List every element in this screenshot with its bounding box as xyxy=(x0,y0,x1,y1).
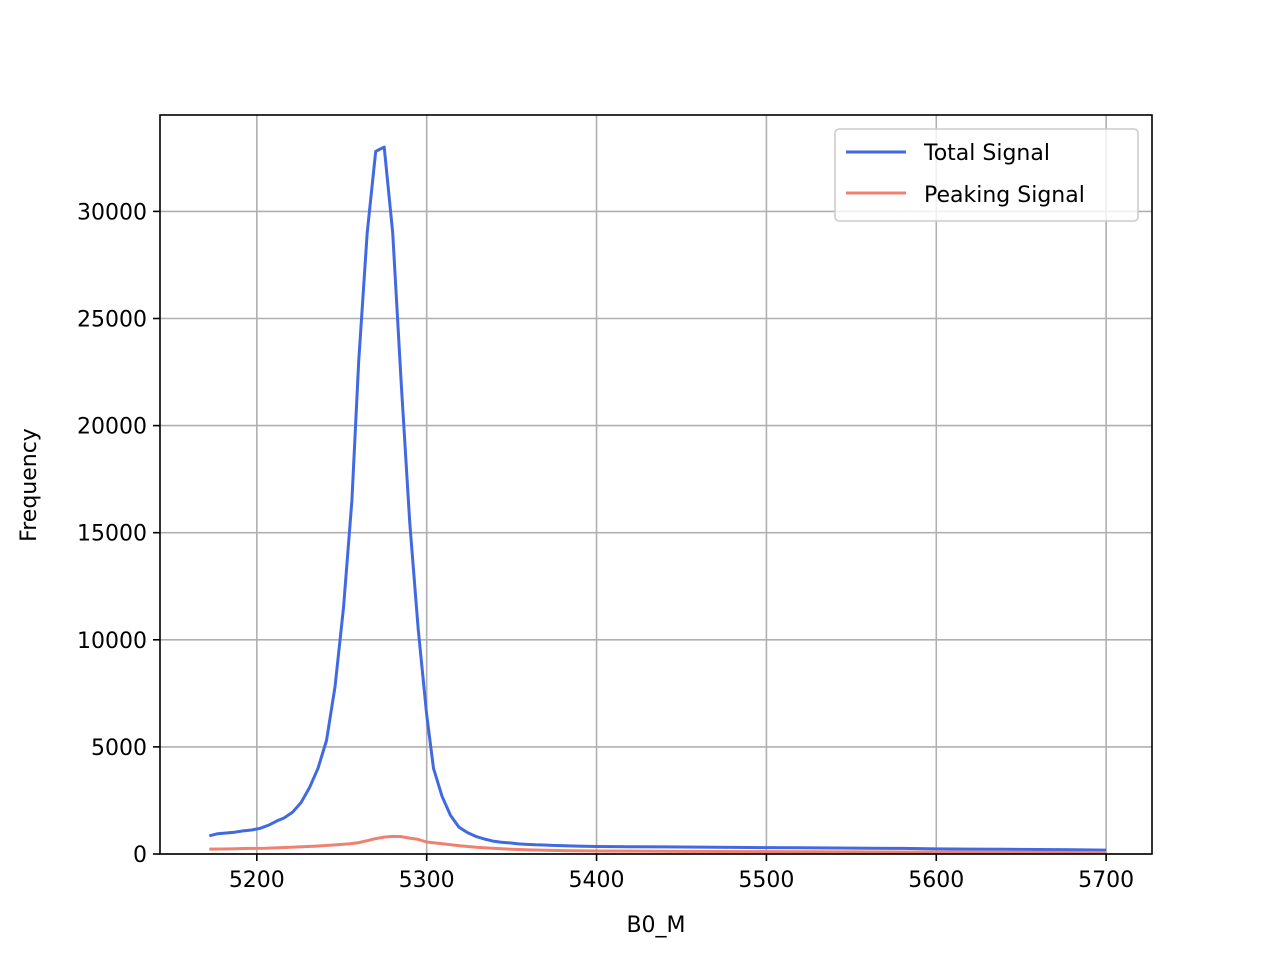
y-axis-ticks: 0 5000 10000 15000 20000 25000 30000 xyxy=(77,200,160,868)
x-tick-label: 5300 xyxy=(399,868,455,893)
series-layer xyxy=(208,145,1107,854)
x-tick-label: 5200 xyxy=(229,868,285,893)
x-axis-label: B0_M xyxy=(626,913,685,938)
x-tick-label: 5400 xyxy=(569,868,625,893)
legend-label-total-signal: Total Signal xyxy=(923,141,1050,166)
y-axis-label: Frequency xyxy=(17,428,42,542)
series-line-total-signal xyxy=(208,145,1107,852)
x-axis-ticks: 5200 5300 5400 5500 5600 5700 xyxy=(229,854,1134,893)
y-tick-label: 0 xyxy=(133,843,147,868)
y-tick-label: 20000 xyxy=(77,415,147,440)
plot-frame xyxy=(159,114,1153,855)
y-tick-label: 25000 xyxy=(77,307,147,332)
x-tick-label: 5600 xyxy=(908,868,964,893)
y-tick-label: 10000 xyxy=(77,629,147,654)
y-tick-label: 5000 xyxy=(91,736,147,761)
x-tick-label: 5500 xyxy=(738,868,794,893)
y-tick-label: 30000 xyxy=(77,200,147,225)
y-tick-label: 15000 xyxy=(77,522,147,547)
legend-box xyxy=(834,128,1139,222)
x-tick-label: 5700 xyxy=(1078,868,1134,893)
plot-area xyxy=(160,115,1152,854)
series-line-peaking-signal xyxy=(209,834,1107,854)
legend: Total Signal Peaking Signal xyxy=(834,128,1139,222)
legend-label-peaking-signal: Peaking Signal xyxy=(924,183,1085,208)
